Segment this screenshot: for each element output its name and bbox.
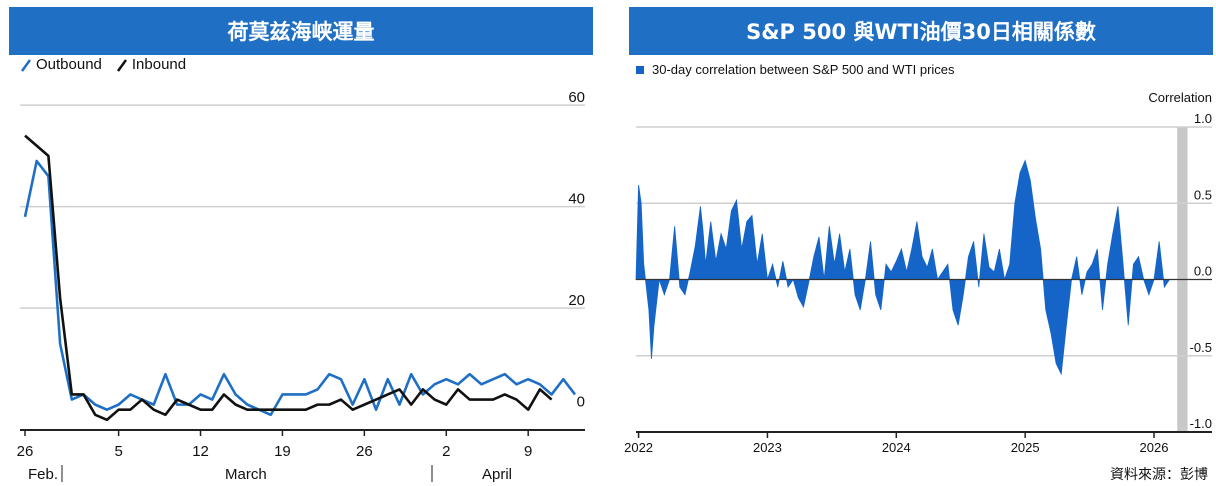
left-x-tick-label: 26 (356, 443, 373, 460)
right-y-tick-label: 0.5 (1194, 187, 1212, 202)
correlation-swatch-icon (636, 65, 644, 74)
legend-inbound-label: Inbound (131, 56, 187, 73)
right-x-tick-label: 2022 (624, 440, 653, 455)
left-x-tick-label: 12 (192, 443, 209, 460)
left-x-tick-label: 5 (114, 443, 122, 460)
source-note: 資料來源：彭博 (1110, 467, 1208, 483)
outbound-line (23, 159, 577, 417)
outbound-swatch-icon (20, 58, 32, 72)
left-y-tick-label: 20 (568, 292, 585, 309)
right-chart-svg: 1.0 0.5 0.0 -0.5 -1.0 Correlation 2022 2023 2024… (624, 90, 1212, 455)
left-chart-panel: 荷莫兹海峡運量 Outbound Inbound 0 20 40 60 26 5 12 19 2… (9, 7, 593, 483)
left-month-label: April (482, 466, 512, 483)
correlation-area (635, 159, 1188, 376)
left-x-tick-label: 2 (442, 443, 450, 460)
right-x-tick-label: 2025 (1011, 440, 1040, 455)
legend-outbound-label: Outbound (36, 56, 102, 73)
left-month-label: March (225, 466, 267, 483)
left-x-tick-label: 26 (17, 443, 34, 460)
inbound-line (24, 134, 553, 422)
right-y-tick-label: 0.0 (1194, 264, 1212, 279)
right-legend: 30-day correlation between S&P 500 and W… (636, 62, 955, 77)
left-y-tick-label: 0 (577, 394, 585, 411)
left-legend: Outbound Inbound (20, 56, 200, 73)
right-x-tick-label: 2026 (1140, 440, 1169, 455)
right-x-tick-label: 2024 (882, 440, 911, 455)
right-legend-label: 30-day correlation between S&P 500 and W… (652, 62, 955, 77)
left-y-tick-label: 40 (568, 191, 585, 208)
inbound-swatch-icon (116, 58, 127, 72)
right-y-tick-label: 1.0 (1194, 111, 1212, 126)
left-x-tick-label: 19 (274, 443, 291, 460)
right-chart-panel: S&P 500 與WTI油價30日相關係數 30-day correlation… (622, 0, 1216, 486)
right-y-axis-label: Correlation (1148, 90, 1212, 105)
right-x-tick-label: 2023 (753, 440, 782, 455)
right-y-tick-label: -1.0 (1190, 416, 1212, 431)
left-y-tick-label: 60 (568, 89, 585, 106)
left-x-tick-label: 9 (524, 443, 532, 460)
left-chart-title: 荷莫兹海峡運量 (9, 7, 593, 55)
left-chart-svg: 0 20 40 60 26 5 12 19 26 2 9 Feb. March April (17, 89, 585, 483)
left-month-label: Feb. (28, 466, 58, 483)
right-chart-title: S&P 500 與WTI油價30日相關係數 (629, 7, 1213, 55)
legend-outbound: Outbound (20, 56, 102, 73)
legend-inbound: Inbound (116, 56, 186, 73)
right-y-tick-label: -0.5 (1190, 340, 1212, 355)
